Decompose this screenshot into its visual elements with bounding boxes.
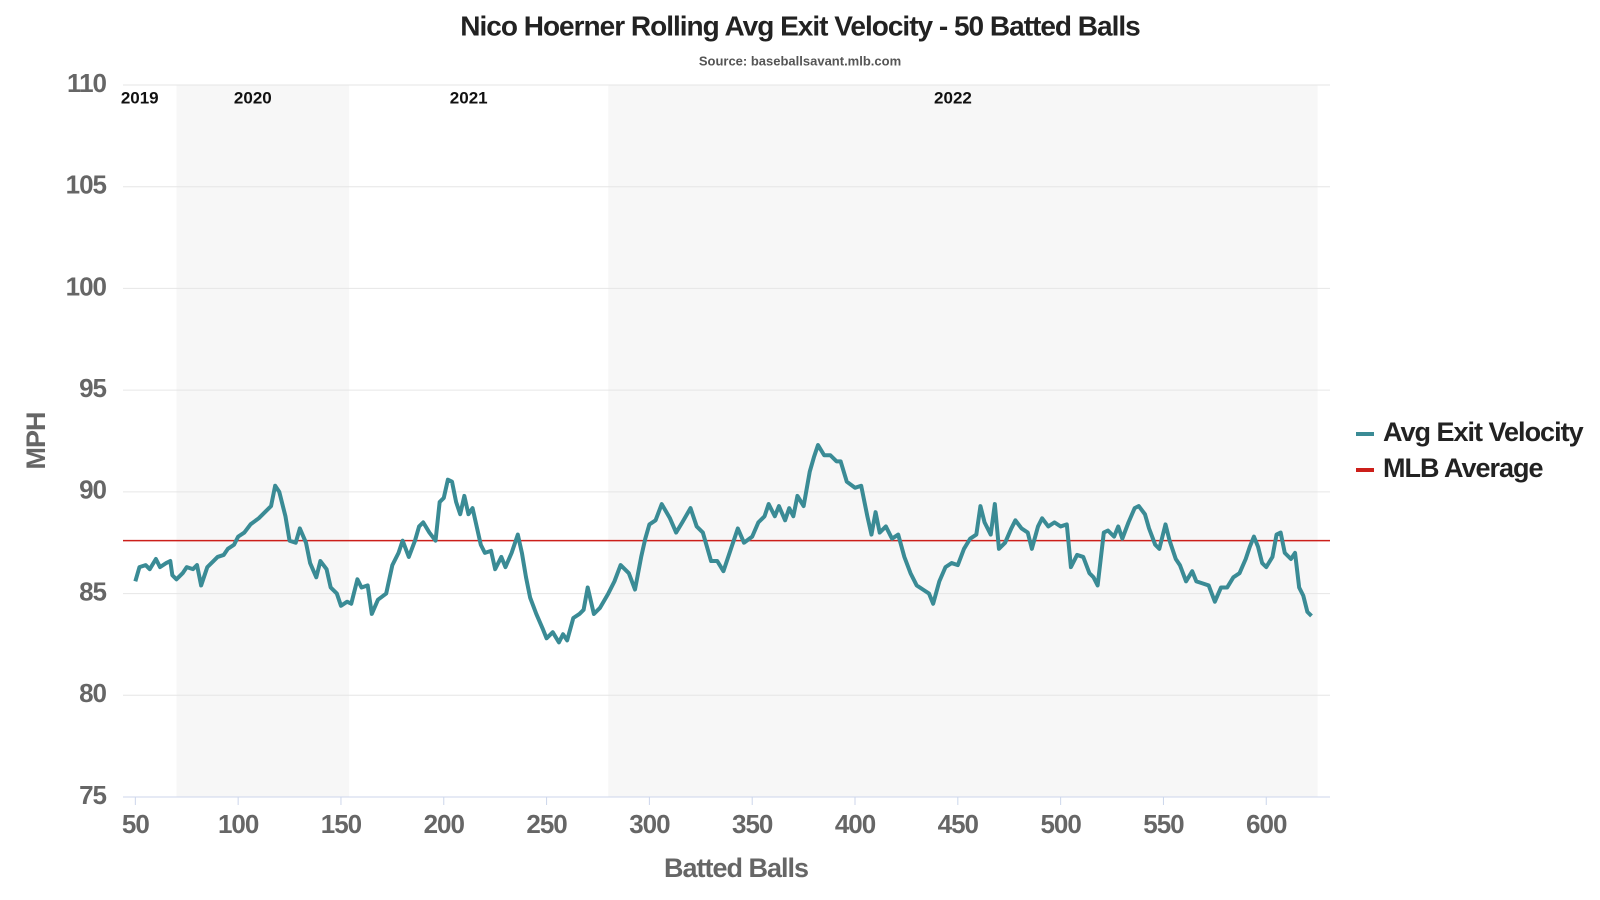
- season-label: 2022: [934, 88, 972, 107]
- x-tick-label: 450: [938, 809, 979, 839]
- series-line: [133, 443, 1313, 645]
- x-tick-label: 200: [424, 809, 465, 839]
- y-tick-label: 95: [79, 373, 106, 403]
- chart-title: Nico Hoerner Rolling Avg Exit Velocity -…: [460, 10, 1140, 41]
- season-band: [176, 85, 350, 797]
- season-label: 2020: [234, 88, 272, 107]
- y-tick-label: 100: [66, 271, 107, 301]
- x-tick-label: 300: [629, 809, 670, 839]
- y-axis-title: MPH: [21, 413, 51, 470]
- season-band: [349, 85, 609, 797]
- x-tick-label: 350: [732, 809, 773, 839]
- x-axis-title: Batted Balls: [664, 853, 808, 883]
- legend-label: Avg Exit Velocity: [1383, 417, 1584, 447]
- season-label: 2021: [450, 88, 488, 107]
- x-tick-label: 500: [1040, 809, 1081, 839]
- season-label: 2019: [121, 88, 159, 107]
- y-tick-label: 105: [66, 170, 107, 200]
- y-tick-label: 110: [67, 68, 106, 98]
- x-tick-label: 600: [1246, 809, 1287, 839]
- season-band: [608, 85, 1318, 797]
- y-tick-label: 80: [79, 678, 106, 708]
- x-tick-label: 150: [321, 809, 362, 839]
- y-tick-label: 75: [79, 780, 106, 810]
- season-band: [123, 85, 177, 797]
- x-tick-label: 250: [526, 809, 567, 839]
- x-tick-label: 400: [835, 809, 876, 839]
- x-tick-label: 550: [1143, 809, 1184, 839]
- y-tick-label: 90: [79, 475, 106, 505]
- y-tick-label: 85: [79, 576, 106, 606]
- x-tick-label: 50: [122, 809, 149, 839]
- legend-label: MLB Average: [1383, 453, 1544, 483]
- chart-subtitle: Source: baseballsavant.mlb.com: [699, 53, 901, 68]
- x-tick-label: 100: [218, 809, 259, 839]
